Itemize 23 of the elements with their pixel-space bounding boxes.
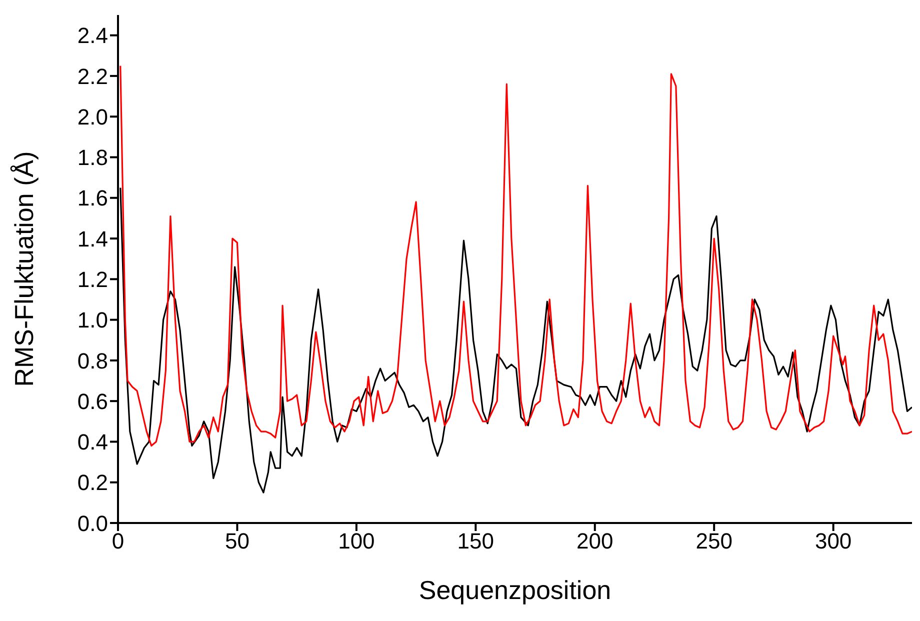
x-tick-label: 0: [112, 528, 124, 554]
x-tick-label: 150: [457, 528, 494, 554]
line-series: [120, 65, 912, 447]
x-tick-label: 50: [224, 528, 250, 554]
y-tick-label: 2.4: [77, 23, 108, 48]
y-tick-label: 0.0: [77, 510, 108, 536]
y-tick-label: 0.2: [77, 470, 108, 496]
y-tick-label: 1.4: [77, 226, 108, 252]
x-tick-label: 250: [696, 528, 732, 554]
y-tick-label: 2.2: [77, 64, 108, 89]
y-tick-label: 1.8: [77, 145, 108, 170]
y-tick-label: 1.0: [77, 308, 108, 333]
y-tick-label: 0.6: [77, 388, 108, 414]
y-tick-label: 0.4: [77, 430, 108, 455]
y-tick-label: 1.6: [77, 186, 108, 211]
x-tick-label: 100: [338, 528, 375, 554]
x-tick-label: 300: [814, 528, 852, 554]
y-tick-label: 1.2: [77, 266, 108, 292]
y-axis-title: RMS-Fluktuation (Å): [9, 151, 40, 387]
y-tick-label: 0.8: [77, 348, 108, 374]
x-axis-title: Sequenzposition: [418, 575, 612, 605]
x-tick-label: 200: [576, 528, 614, 554]
y-tick-label: 2.0: [77, 104, 108, 130]
